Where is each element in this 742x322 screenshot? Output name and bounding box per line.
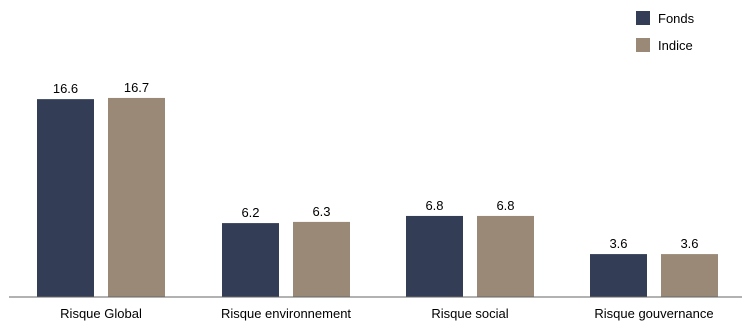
bar-indice-4	[661, 254, 718, 297]
data-label-indice-2: 6.3	[312, 204, 330, 219]
bar-fonds-2	[222, 223, 279, 297]
x-tick-label-1: Risque Global	[60, 306, 142, 321]
legend-label-indice: Indice	[658, 38, 693, 53]
legend-label-fonds: Fonds	[658, 11, 695, 26]
data-label-fonds-4: 3.6	[609, 236, 627, 251]
legend-swatch-indice	[636, 38, 650, 52]
x-tick-labels-group: Risque Global Risque environnement Risque …	[60, 306, 713, 321]
data-label-indice-3: 6.8	[496, 198, 514, 213]
data-label-indice-4: 3.6	[680, 236, 698, 251]
data-label-fonds-2: 6.2	[241, 205, 259, 220]
legend-swatch-fonds	[636, 11, 650, 25]
x-tick-label-2: Risque environnement	[221, 306, 351, 321]
bar-fonds-1	[37, 99, 94, 298]
legend: Fonds Indice	[636, 11, 695, 53]
x-tick-label-3: Risque social	[431, 306, 508, 321]
bars-group	[37, 97, 718, 298]
bar-fonds-4	[590, 254, 647, 297]
data-labels-group: 16.6 16.7 6.2 6.3 6.8 6.8 3.6 3.6	[53, 80, 699, 251]
data-label-fonds-3: 6.8	[425, 198, 443, 213]
data-label-fonds-1: 16.6	[53, 81, 78, 96]
bar-indice-2	[293, 221, 350, 297]
bar-indice-3	[477, 215, 534, 297]
bar-fonds-3	[406, 215, 463, 297]
bar-indice-1	[108, 97, 165, 297]
data-label-indice-1: 16.7	[124, 80, 149, 95]
x-tick-label-4: Risque gouvernance	[594, 306, 713, 321]
